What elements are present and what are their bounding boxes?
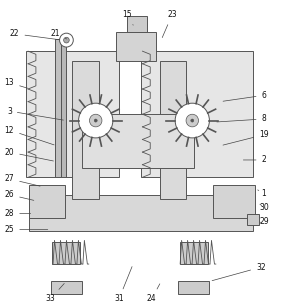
Text: 31: 31 (114, 267, 132, 303)
Bar (141, 51, 253, 177)
Bar (178, 282, 209, 294)
Text: 25: 25 (5, 225, 48, 234)
Text: 24: 24 (147, 284, 160, 303)
Text: 1: 1 (258, 188, 266, 198)
Text: 20: 20 (5, 148, 53, 161)
Circle shape (175, 103, 209, 138)
Bar (52, 242, 80, 264)
Circle shape (191, 119, 194, 122)
Bar (61, 38, 67, 177)
Circle shape (64, 37, 69, 43)
Bar (29, 195, 253, 231)
Circle shape (90, 114, 102, 127)
Text: 29: 29 (259, 217, 269, 226)
Circle shape (60, 33, 73, 47)
Text: 2: 2 (243, 156, 266, 164)
Text: 33: 33 (46, 283, 64, 303)
Bar (29, 185, 65, 218)
Bar (26, 51, 119, 177)
Text: 15: 15 (122, 10, 133, 25)
Bar (50, 282, 82, 294)
Bar (180, 242, 208, 264)
Text: 28: 28 (5, 209, 31, 218)
Text: 27: 27 (5, 174, 40, 186)
Bar (72, 61, 99, 199)
Text: 8: 8 (217, 114, 266, 124)
Text: 21: 21 (50, 29, 67, 39)
Text: 3: 3 (7, 106, 63, 120)
Bar (160, 61, 186, 199)
Text: 13: 13 (5, 78, 28, 88)
Text: 12: 12 (5, 125, 54, 145)
Text: 30: 30 (259, 203, 269, 212)
Text: 22: 22 (10, 29, 60, 40)
Text: 32: 32 (212, 263, 266, 281)
Text: 23: 23 (162, 10, 177, 38)
Circle shape (186, 114, 198, 127)
Bar (247, 214, 259, 224)
Text: 19: 19 (223, 130, 269, 145)
Bar (213, 185, 255, 218)
Circle shape (79, 103, 113, 138)
Bar (127, 16, 147, 32)
Bar (82, 114, 194, 168)
Text: 6: 6 (223, 91, 266, 101)
Circle shape (94, 119, 97, 122)
Text: 26: 26 (5, 190, 34, 200)
Bar (116, 32, 156, 61)
Bar (55, 38, 61, 177)
